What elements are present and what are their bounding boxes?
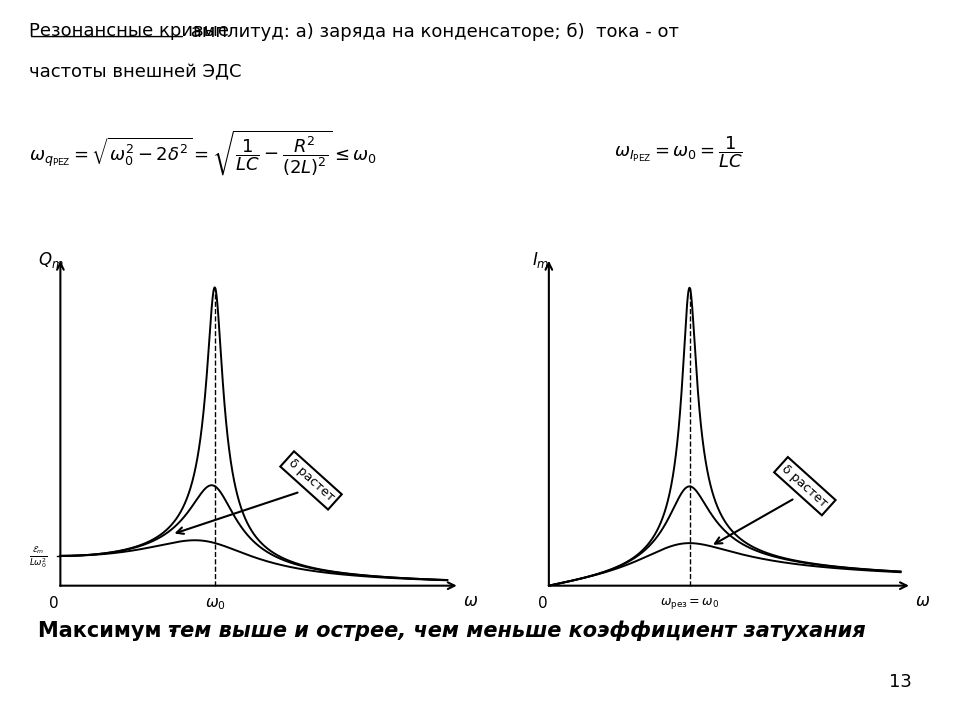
Text: тем выше и острее, чем меньше коэффициент затухания: тем выше и острее, чем меньше коэффициен… [168,621,866,642]
Text: 0: 0 [539,596,548,611]
Text: $\omega_{I_{\mathrm{PEZ}}} = \omega_0 = \dfrac{1}{LC}$: $\omega_{I_{\mathrm{PEZ}}} = \omega_0 = … [614,135,743,171]
Text: $I_m$: $I_m$ [532,250,549,270]
Text: δ растет: δ растет [285,456,336,504]
Text: $\omega$: $\omega$ [463,592,478,610]
Text: 0: 0 [49,596,59,611]
Text: $\omega$: $\omega$ [915,592,929,610]
Text: 13: 13 [889,673,912,691]
Text: $\frac{\mathcal{E}_m}{L\omega_0^2}$: $\frac{\mathcal{E}_m}{L\omega_0^2}$ [30,544,48,570]
Text: $\omega_{q_{\mathrm{PEZ}}} = \sqrt{\omega_0^2 - 2\delta^2} = \sqrt{\dfrac{1}{LC}: $\omega_{q_{\mathrm{PEZ}}} = \sqrt{\omeg… [29,127,377,178]
Text: $\omega_{\rm рез} = \omega_0$: $\omega_{\rm рез} = \omega_0$ [660,596,719,611]
Text: $\omega_0$: $\omega_0$ [204,596,226,612]
Text: амплитуд: а) заряда на конденсаторе; б)  тока - от: амплитуд: а) заряда на конденсаторе; б) … [185,22,679,40]
Text: δ растет: δ растет [780,462,830,510]
Text: частоты внешней ЭДС: частоты внешней ЭДС [29,63,241,81]
Text: Максимум -: Максимум - [38,621,185,641]
Text: Резонансные кривые: Резонансные кривые [29,22,228,40]
Text: $Q_m$: $Q_m$ [38,250,64,270]
